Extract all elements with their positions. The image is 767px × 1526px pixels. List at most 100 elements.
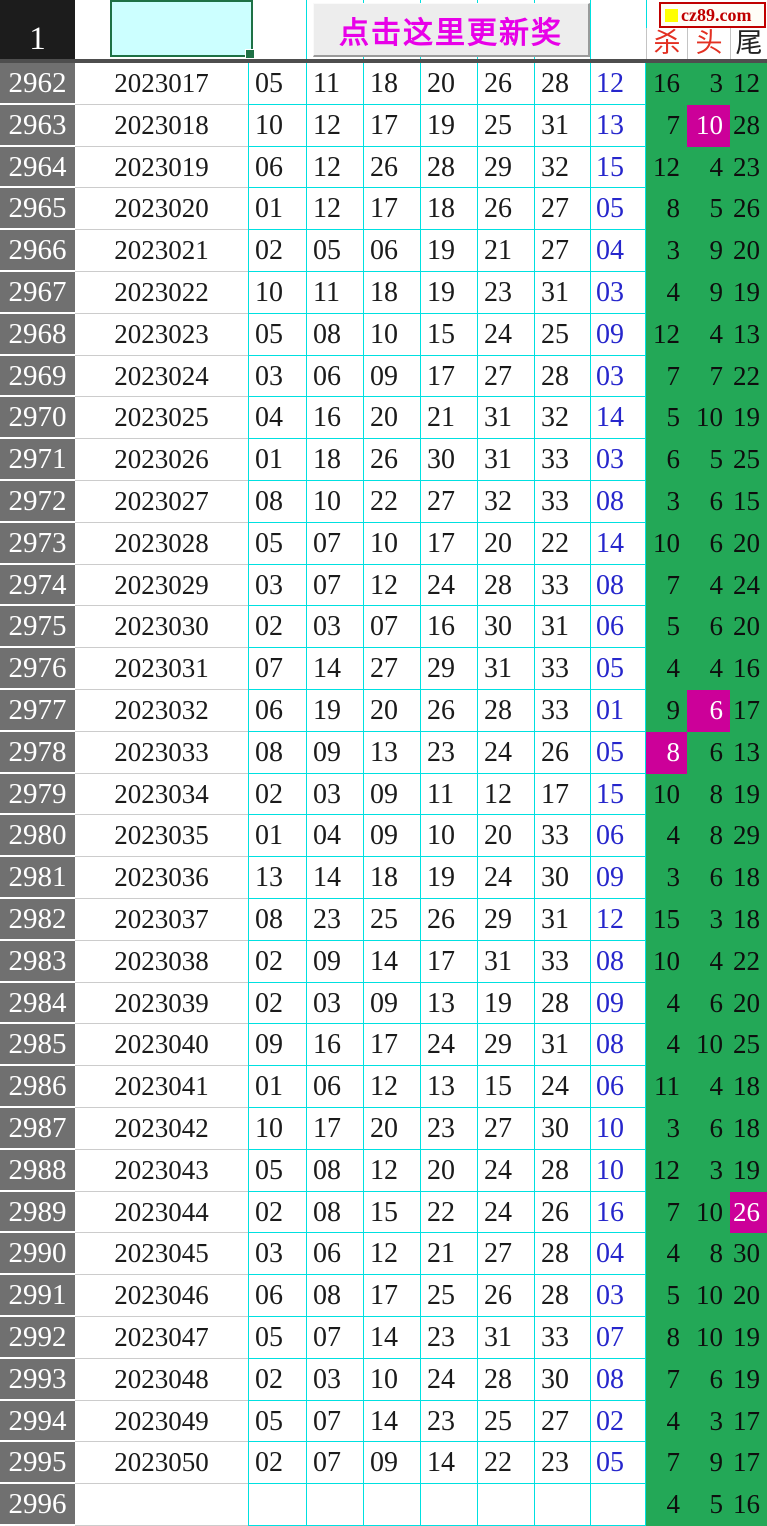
row-index-cell[interactable]: 2964 xyxy=(0,146,75,189)
cell-number-4[interactable]: 15 xyxy=(420,313,477,356)
cell-tail[interactable]: 20 xyxy=(730,230,767,272)
cell-head[interactable]: 10 xyxy=(687,1275,730,1317)
cell-number-1[interactable]: 02 xyxy=(248,1191,306,1234)
cell-number-6[interactable]: 30 xyxy=(534,1107,590,1150)
cell-number-6[interactable]: 28 xyxy=(534,1149,590,1192)
cell-number-6[interactable]: 27 xyxy=(534,1400,590,1443)
cell-number-6[interactable]: 28 xyxy=(534,982,590,1025)
cell-number-4[interactable]: 30 xyxy=(420,439,477,481)
cell-head[interactable]: 4 xyxy=(687,648,730,690)
cell-number-4[interactable]: 13 xyxy=(420,1066,477,1108)
cell-number-1[interactable]: 02 xyxy=(248,982,306,1025)
row-index-cell[interactable]: 2968 xyxy=(0,313,75,356)
cell-number-2[interactable]: 19 xyxy=(306,689,363,732)
cell-head[interactable]: 8 xyxy=(687,815,730,858)
cell-number-3[interactable]: 09 xyxy=(363,1442,420,1485)
cell-date[interactable]: 2023033 xyxy=(75,732,248,774)
cell-number-2[interactable]: 16 xyxy=(306,1024,363,1067)
cell-tail[interactable]: 19 xyxy=(730,271,767,314)
cell-number-3[interactable]: 20 xyxy=(363,397,420,440)
cell-head[interactable]: 9 xyxy=(687,271,730,314)
cell-number-2[interactable]: 08 xyxy=(306,313,363,356)
cell-number-1[interactable]: 04 xyxy=(248,397,306,440)
row-index-cell[interactable]: 2970 xyxy=(0,397,75,440)
cell-date[interactable]: 2023022 xyxy=(75,272,248,314)
cell-blue-number[interactable]: 14 xyxy=(590,522,646,565)
cell-tail[interactable]: 25 xyxy=(730,439,767,481)
cell-number-3[interactable]: 26 xyxy=(363,146,420,189)
cell-kill[interactable]: 12 xyxy=(646,313,687,356)
row-index-cell[interactable]: 2981 xyxy=(0,857,75,899)
cell-blue-number[interactable] xyxy=(590,1484,646,1526)
cell-number-6[interactable]: 26 xyxy=(534,731,590,774)
cell-number-3[interactable]: 18 xyxy=(363,857,420,899)
cell-kill[interactable]: 5 xyxy=(646,606,687,649)
row-index-cell[interactable]: 2982 xyxy=(0,898,75,941)
cell-number-3[interactable]: 20 xyxy=(363,1107,420,1150)
cell-number-4[interactable]: 19 xyxy=(420,230,477,272)
cell-tail[interactable]: 15 xyxy=(730,480,767,523)
cell-number-6[interactable]: 32 xyxy=(534,146,590,189)
cell-date[interactable]: 2023020 xyxy=(75,188,248,231)
cell-blue-number[interactable]: 08 xyxy=(590,480,646,523)
cell-number-6[interactable]: 24 xyxy=(534,1066,590,1108)
row-index-cell[interactable]: 2984 xyxy=(0,982,75,1025)
cell-blue-number[interactable]: 01 xyxy=(590,689,646,732)
cell-number-2[interactable]: 14 xyxy=(306,857,363,899)
cell-tail[interactable]: 18 xyxy=(730,1107,767,1150)
cell-number-4[interactable]: 19 xyxy=(420,271,477,314)
cell-number-6[interactable]: 31 xyxy=(534,1024,590,1067)
cell-kill[interactable]: 7 xyxy=(646,1358,687,1401)
cell-number-5[interactable]: 29 xyxy=(477,1024,534,1067)
cell-number-1[interactable]: 01 xyxy=(248,1066,306,1108)
cell-number-4[interactable]: 22 xyxy=(420,1191,477,1234)
cell-date[interactable]: 2023019 xyxy=(75,147,248,189)
cell-tail[interactable]: 26 xyxy=(730,1191,767,1234)
cell-head[interactable]: 4 xyxy=(687,313,730,356)
cell-kill[interactable]: 4 xyxy=(646,648,687,690)
cell-blue-number[interactable]: 13 xyxy=(590,104,646,147)
cell-number-3[interactable]: 09 xyxy=(363,355,420,398)
cell-blue-number[interactable]: 08 xyxy=(590,940,646,983)
cell-date[interactable]: 2023036 xyxy=(75,857,248,899)
cell-blue-number[interactable]: 15 xyxy=(590,773,646,816)
cell-number-5[interactable]: 25 xyxy=(477,104,534,147)
cell-number-1[interactable]: 02 xyxy=(248,230,306,272)
row-index-cell[interactable]: 2966 xyxy=(0,230,75,272)
cell-number-4[interactable]: 19 xyxy=(420,104,477,147)
cell-number-6[interactable]: 33 xyxy=(534,1316,590,1359)
cell-number-2[interactable]: 07 xyxy=(306,1316,363,1359)
cell-number-1[interactable]: 08 xyxy=(248,480,306,523)
cell-date[interactable]: 2023024 xyxy=(75,356,248,398)
row-index-cell[interactable]: 2978 xyxy=(0,731,75,774)
cell-number-5[interactable]: 31 xyxy=(477,397,534,440)
cell-number-4[interactable]: 17 xyxy=(420,940,477,983)
update-prize-button[interactable]: 点击这里更新奖 xyxy=(313,3,590,57)
cell-number-4[interactable]: 25 xyxy=(420,1275,477,1317)
cell-number-6[interactable]: 33 xyxy=(534,815,590,858)
cell-head[interactable]: 6 xyxy=(687,982,730,1025)
cell-tail[interactable]: 16 xyxy=(730,648,767,690)
cell-number-3[interactable]: 12 xyxy=(363,564,420,607)
cell-number-5[interactable]: 31 xyxy=(477,439,534,481)
cell-number-1[interactable]: 05 xyxy=(248,1316,306,1359)
cell-head[interactable]: 3 xyxy=(687,898,730,941)
cell-number-4[interactable]: 24 xyxy=(420,1358,477,1401)
cell-date[interactable]: 2023030 xyxy=(75,606,248,649)
cell-date[interactable]: 2023035 xyxy=(75,815,248,858)
cell-tail[interactable]: 20 xyxy=(730,982,767,1025)
cell-number-1[interactable]: 07 xyxy=(248,648,306,690)
row-index-cell[interactable]: 2962 xyxy=(0,63,75,105)
cell-number-2[interactable]: 06 xyxy=(306,1066,363,1108)
cell-number-5[interactable]: 27 xyxy=(477,1107,534,1150)
cell-number-3[interactable]: 14 xyxy=(363,940,420,983)
cell-number-3[interactable]: 09 xyxy=(363,982,420,1025)
cell-blue-number[interactable]: 10 xyxy=(590,1107,646,1150)
cell-number-1[interactable]: 02 xyxy=(248,940,306,983)
cell-number-2[interactable]: 14 xyxy=(306,648,363,690)
cell-number-1[interactable]: 02 xyxy=(248,1358,306,1401)
row-index-cell[interactable]: 2988 xyxy=(0,1149,75,1192)
cell-date[interactable]: 2023043 xyxy=(75,1150,248,1192)
cell-number-4[interactable]: 13 xyxy=(420,982,477,1025)
row-index-cell[interactable]: 2967 xyxy=(0,271,75,314)
